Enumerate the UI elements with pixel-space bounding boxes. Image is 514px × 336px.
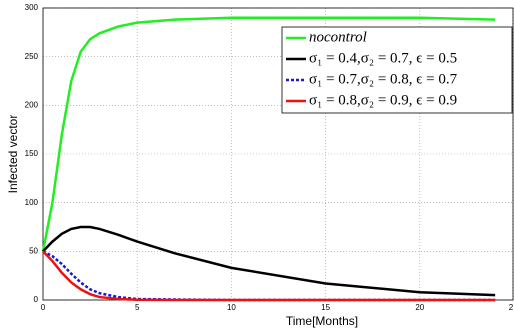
legend-box <box>281 26 513 114</box>
x-tick-label: 5 <box>135 303 140 312</box>
y-tick-label: 250 <box>25 52 39 61</box>
x-tick-label: 10 <box>227 303 236 312</box>
legend-label: σ₁ = 0.7,σ₂ = 0.8, ϵ = 0.7 <box>309 71 458 87</box>
y-tick-label: 200 <box>25 100 39 109</box>
x-tick-label: 0 <box>41 303 46 312</box>
y-tick-label: 300 <box>25 3 39 12</box>
x-tick-label: 15 <box>321 303 330 312</box>
y-tick-label: 50 <box>29 246 38 255</box>
y-axis-label: Infected vector <box>6 115 20 194</box>
y-tick-label: 0 <box>34 295 39 304</box>
series-line <box>42 250 496 302</box>
legend-label: σ₁ = 0.8,σ₂ = 0.9, ϵ = 0.9 <box>309 92 457 108</box>
series-line <box>41 16 496 252</box>
series-line <box>42 225 496 297</box>
y-tick-label: 150 <box>25 149 39 158</box>
x-tick-label: 2 <box>509 303 514 312</box>
y-tick-label: 100 <box>25 198 39 207</box>
x-tick-label: 20 <box>415 303 424 312</box>
legend-label: σ₁ = 0.4,σ₂ = 0.7, ϵ = 0.5 <box>309 50 457 66</box>
legend-label: nocontrol <box>309 29 367 45</box>
x-axis-label: Time[Months] <box>286 314 358 328</box>
